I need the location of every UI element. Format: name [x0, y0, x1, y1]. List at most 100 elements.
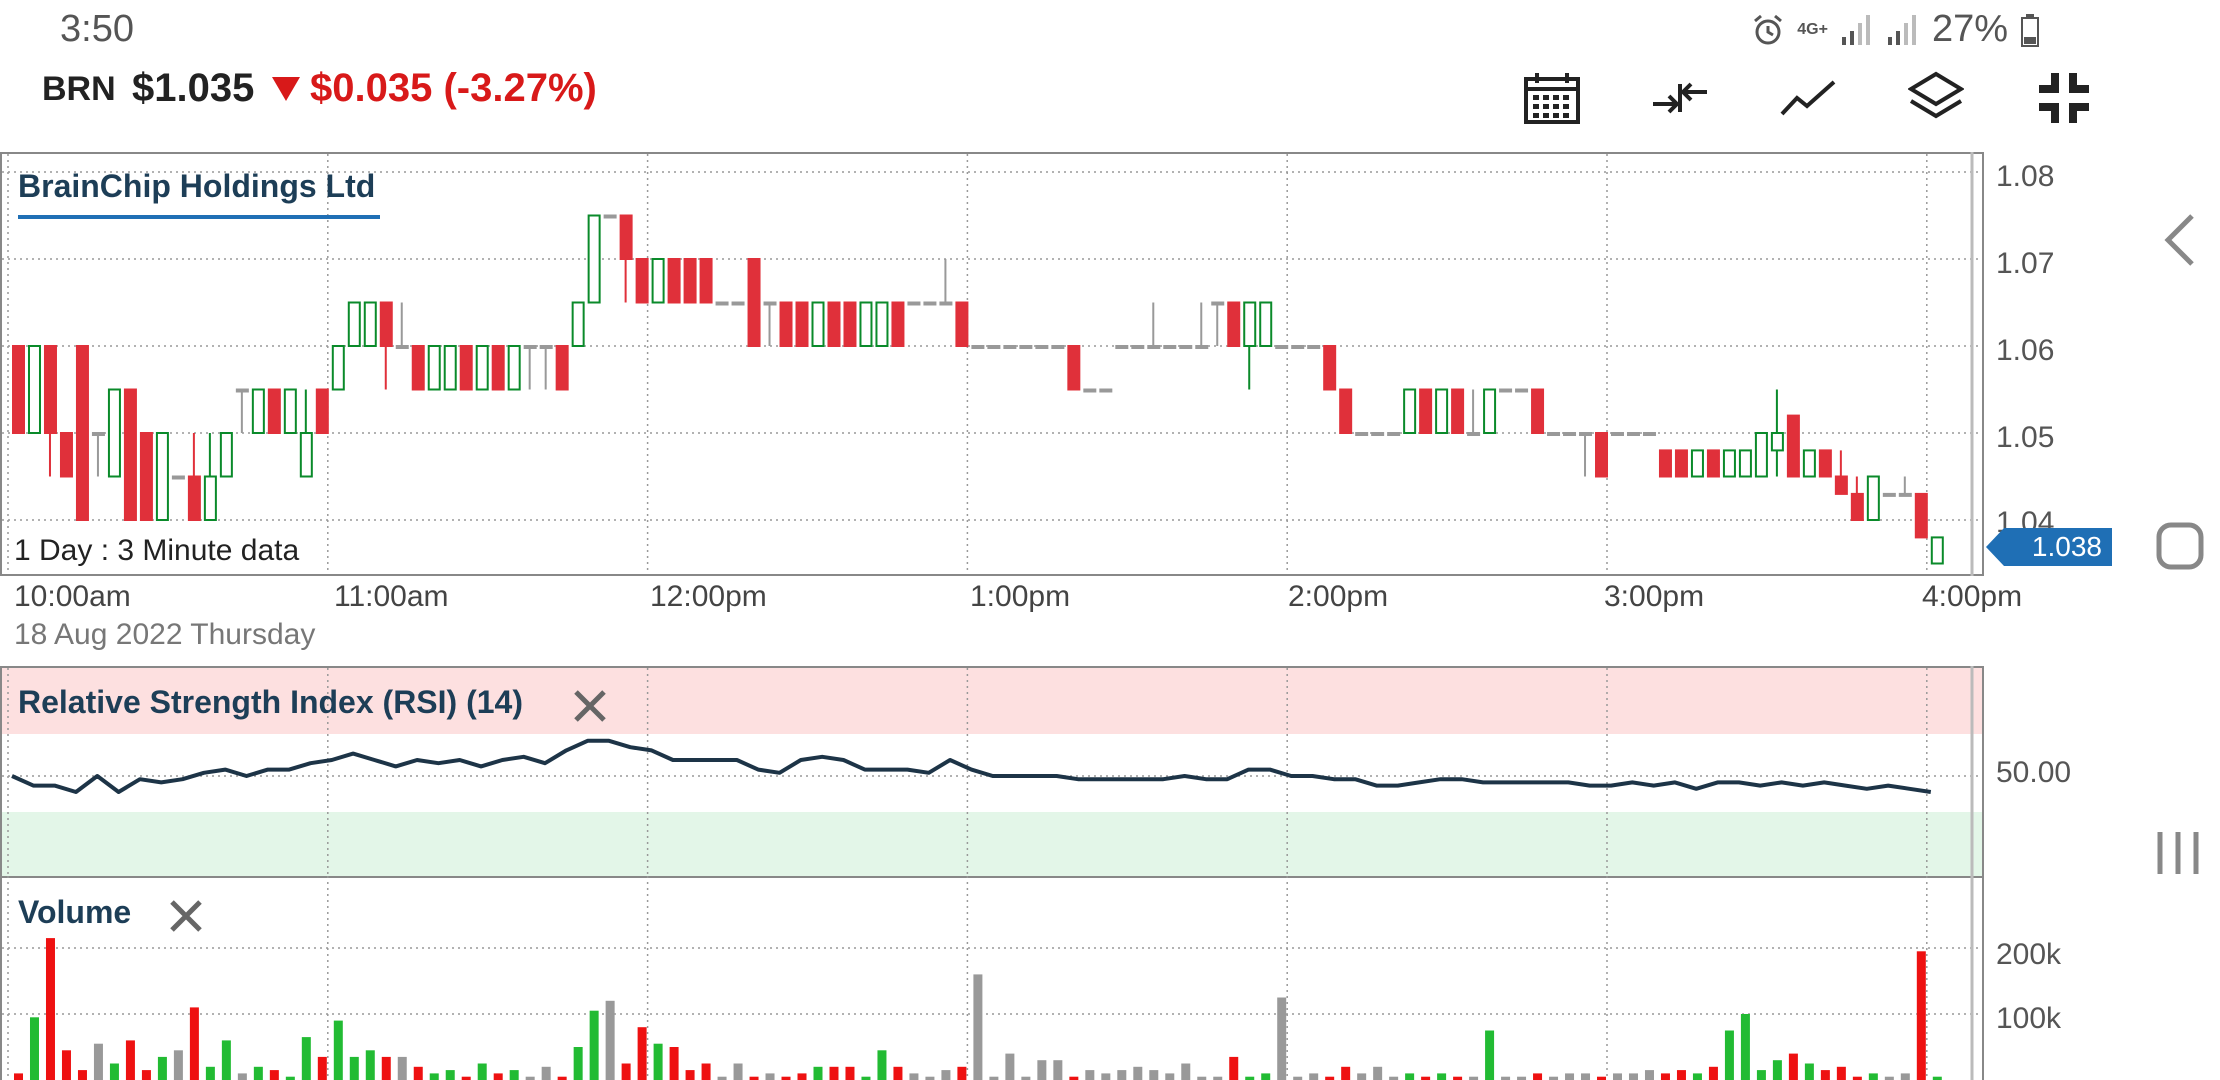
time-tick: 4:00pm — [1922, 580, 2023, 613]
volume-bar — [653, 1043, 663, 1080]
candle-body — [1658, 449, 1672, 478]
candle-body — [107, 388, 121, 478]
candle-body — [1579, 432, 1593, 436]
candle-body — [891, 301, 905, 347]
calendar-button[interactable] — [1512, 58, 1592, 138]
volume-bar — [909, 1073, 919, 1080]
candle-body — [1451, 388, 1465, 434]
time-tick: 3:00pm — [1604, 580, 1705, 613]
candle-body — [347, 301, 361, 347]
volume-bar — [1053, 1060, 1063, 1080]
close-volume-button[interactable] — [168, 898, 204, 939]
candle-body — [1387, 432, 1401, 436]
candle-body — [1131, 345, 1145, 349]
candle-body — [1595, 432, 1609, 478]
candle-body — [1323, 345, 1337, 391]
candle-body — [1035, 345, 1049, 349]
down-arrow-icon — [272, 76, 300, 101]
volume-bar — [1820, 1070, 1830, 1080]
layers-button[interactable] — [1896, 58, 1976, 138]
candle-body — [539, 345, 553, 349]
exit-fullscreen-button[interactable] — [2024, 58, 2104, 138]
candle-body — [1674, 449, 1688, 478]
volume-bar — [1581, 1073, 1591, 1080]
volume-bar — [1229, 1056, 1239, 1080]
candle-body — [155, 432, 169, 521]
ticker-symbol: BRN — [42, 70, 116, 108]
volume-panel[interactable] — [0, 876, 1984, 1080]
volume-bar — [1660, 1073, 1670, 1080]
candle-body — [523, 345, 537, 349]
candle-body — [683, 258, 697, 304]
volume-bar — [669, 1047, 679, 1080]
rsi-canvas — [2, 666, 1982, 878]
candle-body — [555, 345, 569, 391]
volume-bar — [1149, 1070, 1159, 1080]
volume-bar — [1261, 1073, 1271, 1080]
candle-body — [1834, 475, 1848, 495]
candle-body — [12, 345, 25, 434]
candle-body — [731, 301, 745, 306]
data-period-label: 1 Day : 3 Minute data — [14, 534, 300, 567]
alarm-icon — [1754, 14, 1783, 44]
candle-body — [203, 475, 217, 521]
volume-bar — [301, 1037, 311, 1080]
candle-body — [1770, 432, 1784, 452]
price-chart-panel[interactable] — [0, 152, 1984, 576]
candle-body — [1850, 492, 1864, 521]
candle-body — [27, 345, 41, 434]
candle-body — [299, 432, 313, 478]
volume-bar — [1197, 1076, 1207, 1080]
compare-button[interactable] — [1640, 58, 1720, 138]
volume-bar — [925, 1076, 935, 1080]
volume-bar — [349, 1056, 359, 1080]
back-button[interactable] — [2158, 210, 2202, 275]
volume-bar — [509, 1070, 519, 1080]
rsi-panel[interactable] — [0, 666, 1984, 878]
candle-body — [1275, 345, 1289, 349]
candle-body — [1291, 345, 1305, 349]
volume-bar — [1740, 1014, 1750, 1080]
rsi-line — [11, 738, 1932, 794]
volume-bar — [1357, 1073, 1367, 1080]
volume-bar — [1389, 1076, 1399, 1080]
candle-body — [379, 301, 393, 347]
volume-bar — [109, 1063, 119, 1080]
volume-bar — [93, 1043, 103, 1080]
price-tick: 1.05 — [1996, 421, 2055, 454]
candle-body — [491, 345, 505, 391]
volume-bar — [269, 1070, 279, 1080]
price-change-value: $0.035 (-3.27%) — [310, 66, 597, 110]
rsi-level-label: 50.00 — [1996, 756, 2072, 789]
volume-bar — [685, 1070, 695, 1080]
candle-body — [1403, 388, 1417, 434]
volume-bar — [1453, 1076, 1463, 1080]
candle-body — [1243, 301, 1257, 347]
battery-icon — [2021, 13, 2039, 47]
volume-bar — [125, 1040, 135, 1080]
candle-body — [475, 345, 489, 391]
candle-body — [1051, 345, 1065, 349]
candle-body — [1003, 345, 1017, 349]
chart-type-button[interactable] — [1768, 58, 1848, 138]
home-button[interactable] — [2154, 520, 2206, 577]
volume-bar — [29, 1017, 39, 1080]
time-tick: 10:00am — [14, 580, 131, 613]
close-rsi-button[interactable] — [572, 688, 608, 729]
volume-bar — [1708, 1066, 1718, 1080]
volume-bar — [1501, 1076, 1511, 1080]
volume-bar — [1549, 1076, 1559, 1080]
rsi-overbought-zone — [0, 666, 1984, 734]
candle-body — [619, 214, 633, 260]
compare-icon — [1653, 82, 1707, 114]
title-underline — [18, 215, 380, 219]
candle-body — [987, 345, 1001, 349]
recents-button[interactable] — [2152, 826, 2204, 885]
candle-body — [219, 432, 233, 478]
candle-body — [251, 388, 265, 434]
volume-bar — [45, 938, 55, 1080]
candle-body — [1355, 432, 1369, 436]
candle-body — [699, 258, 713, 304]
candle-body — [267, 388, 281, 434]
volume-bar — [221, 1040, 231, 1080]
